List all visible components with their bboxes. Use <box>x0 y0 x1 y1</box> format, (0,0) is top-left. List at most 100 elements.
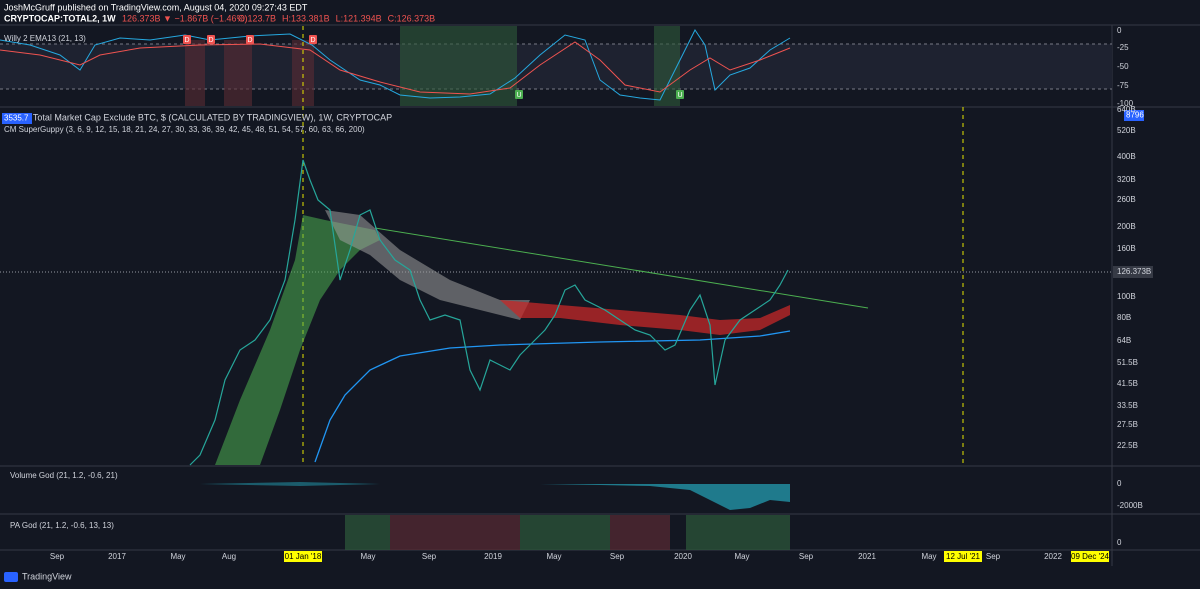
axis-label: 400B <box>1117 152 1136 161</box>
main-pane: Crypto Total Market Cap Exclude BTC, $ (… <box>0 26 1153 466</box>
ma200-line <box>314 330 791 463</box>
volume-area <box>540 484 790 510</box>
zone <box>610 515 670 550</box>
indicator-label: CM SuperGuppy (3, 6, 9, 12, 15, 18, 21, … <box>4 125 365 134</box>
zone <box>654 26 680 106</box>
pane-label: Volume God (21, 1.2, -0.6, 21) <box>10 471 118 480</box>
axis-label: -25 <box>1117 43 1129 52</box>
willy-pane: Willy 2 EMA13 (21, 13) <box>0 26 1112 106</box>
symbol: CRYPTOCAP:TOTAL2, 1W <box>4 13 116 23</box>
marker-d <box>246 35 254 44</box>
time-label: Sep <box>422 552 437 561</box>
marker-u-label: U <box>677 92 682 99</box>
axis-label: -100 <box>1117 99 1134 108</box>
ohlc-value: H:133.381B <box>282 13 330 23</box>
logo <box>4 572 18 582</box>
volume-pane: Volume God (21, 1.2, -0.6, 21) <box>10 471 790 510</box>
date-highlight <box>944 551 982 562</box>
time-label: 2017 <box>108 552 126 561</box>
time-label: 2020 <box>674 552 692 561</box>
marker-u <box>676 90 684 99</box>
time-label: 01 Jan '18 <box>285 552 322 561</box>
axis-label: 0 <box>1117 538 1122 547</box>
zone <box>292 40 314 106</box>
willy-line <box>0 29 791 101</box>
trend-line <box>374 227 869 309</box>
axis-label: 200B <box>1117 222 1136 231</box>
axis-label: 64B <box>1117 336 1131 345</box>
ohlc-value: L:121.394B <box>336 13 382 23</box>
time-label: Sep <box>50 552 65 561</box>
time-label: May <box>360 552 375 561</box>
pane-label: PA God (21, 1.2, -0.6, 13, 13) <box>10 521 114 530</box>
price-badge <box>1113 266 1153 278</box>
marker-d-label: D <box>208 37 213 44</box>
time-label: May <box>734 552 749 561</box>
time-label: Aug <box>222 552 236 561</box>
left-badge: 3535.7 <box>4 114 29 123</box>
time-label: May <box>546 552 561 561</box>
marker-d <box>183 35 191 44</box>
pa-pane: PA God (21, 1.2, -0.6, 13, 13) <box>10 515 790 550</box>
time-label: 2022 <box>1044 552 1062 561</box>
axis-label: -75 <box>1117 81 1129 90</box>
zone <box>520 515 610 550</box>
marker-d-label: D <box>184 37 189 44</box>
axis-label: 27.5B <box>1117 420 1138 429</box>
price-path <box>189 159 789 466</box>
volume-area <box>200 482 380 486</box>
time-label: 2021 <box>858 552 876 561</box>
time-label: May <box>921 552 936 561</box>
symbol-title: Crypto Total Market Cap Exclude BTC, $ (… <box>4 112 392 122</box>
axis-label: 0 <box>1117 26 1122 35</box>
pane-label: Willy 2 EMA13 (21, 13) <box>4 34 86 43</box>
axis-label: 520B <box>1117 126 1136 135</box>
axis-label: 640B <box>1117 105 1136 114</box>
time-label: 2019 <box>484 552 502 561</box>
date-highlight <box>284 551 322 562</box>
author-line: JoshMcGruff published on TradingView.com… <box>4 2 308 12</box>
ema-line <box>0 41 791 95</box>
marker-u <box>515 90 523 99</box>
axis-label: 33.5B <box>1117 401 1138 410</box>
axis-label: 80B <box>1117 313 1131 322</box>
marker-d <box>207 35 215 44</box>
date-highlight <box>1071 551 1109 562</box>
right-badge: 8796 <box>1126 111 1144 120</box>
marker-d-label: D <box>310 37 315 44</box>
zone <box>686 515 790 550</box>
axis-label: 41.5B <box>1117 379 1138 388</box>
time-axis: Sep 2017 May Aug 01 Jan '18 May Sep 2019 May Sep 2… <box>50 551 1110 562</box>
axis-label: -2000B <box>1117 501 1143 510</box>
axis-label: 320B <box>1117 175 1136 184</box>
axis-label: 51.5B <box>1117 358 1138 367</box>
marker-d <box>309 35 317 44</box>
marker-d-label: D <box>247 37 252 44</box>
ohlc: O:123.7B H:133.381B L:121.394B C:126.373B <box>238 13 435 23</box>
time-label: Sep <box>986 552 1001 561</box>
zone <box>185 40 205 106</box>
price-label: 126.373B <box>1117 267 1151 276</box>
ohlc-value: O:123.7B <box>238 13 276 23</box>
time-label: Sep <box>799 552 814 561</box>
axis-label: 100B <box>1117 292 1136 301</box>
badge <box>1124 110 1144 121</box>
ohlc-value: C:126.373B <box>388 13 436 23</box>
time-label: Sep <box>610 552 625 561</box>
guppy-ribbon <box>215 215 380 465</box>
guppy-ribbon <box>325 210 530 320</box>
time-label: 12 Jul '21 <box>946 552 981 561</box>
zone <box>345 515 390 550</box>
time-label: May <box>170 552 185 561</box>
axis-label: 160B <box>1117 244 1136 253</box>
axis-label: 260B <box>1117 195 1136 204</box>
time-label: 09 Dec '24 <box>1071 552 1110 561</box>
axis-label: 22.5B <box>1117 441 1138 450</box>
guppy-ribbon <box>500 300 790 335</box>
zone <box>224 40 252 106</box>
willy-band <box>0 44 1112 89</box>
zone <box>400 26 517 106</box>
axis-label: 0 <box>1117 479 1122 488</box>
price-change: 126.373B ▼ −1.867B (−1.46%) <box>122 13 248 23</box>
